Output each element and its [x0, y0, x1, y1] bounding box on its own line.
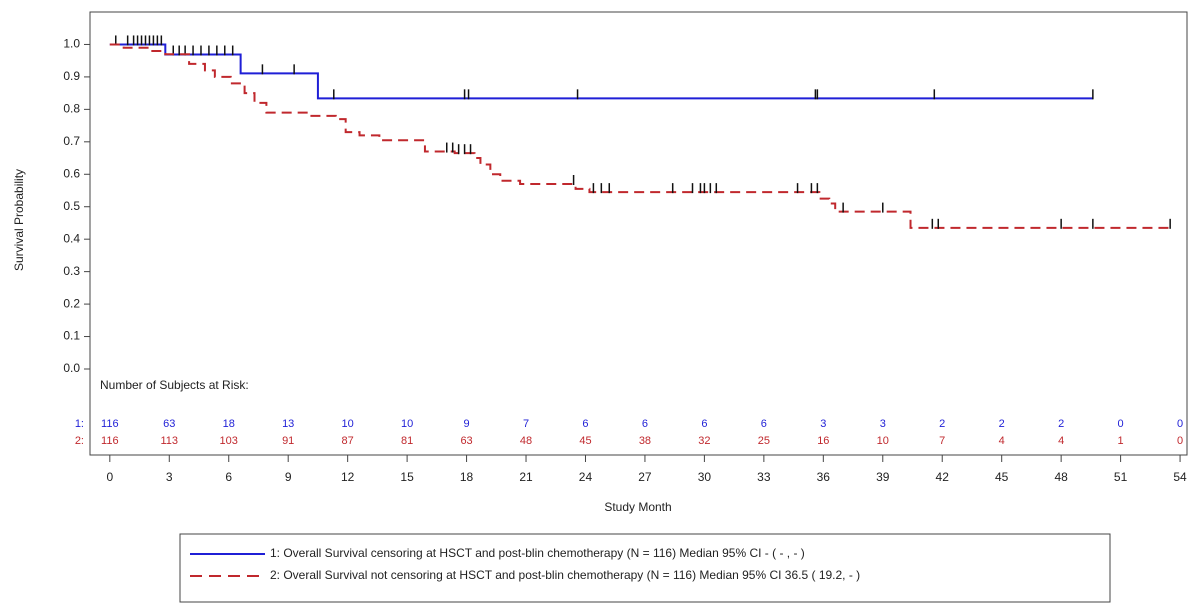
x-tick-label: 36 [817, 470, 831, 484]
risk-value: 3 [820, 418, 826, 430]
y-tick-label: 0.4 [63, 231, 80, 245]
y-tick-label: 0.8 [63, 102, 80, 116]
risk-value: 10 [401, 418, 413, 430]
y-axis-label: Survival Probability [12, 169, 26, 271]
risk-value: 2 [939, 418, 945, 430]
risk-value: 45 [579, 435, 591, 447]
risk-value: 63 [460, 435, 472, 447]
x-tick-label: 48 [1054, 470, 1068, 484]
survival-curve [109, 43, 1093, 100]
risk-value: 7 [939, 435, 945, 447]
legend-label: 2: Overall Survival not censoring at HSC… [270, 568, 860, 582]
plot-frame [89, 11, 1188, 456]
x-tick-label: 18 [460, 470, 474, 484]
risk-value: 10 [877, 435, 889, 447]
risk-row-label: 1: [75, 418, 84, 430]
x-tick-label: 54 [1173, 470, 1187, 484]
risk-value: 0 [1177, 418, 1183, 430]
x-tick-label: 27 [638, 470, 652, 484]
risk-value: 48 [520, 435, 532, 447]
x-tick-label: 21 [519, 470, 533, 484]
y-tick-label: 0.5 [63, 199, 80, 213]
risk-value: 6 [761, 418, 767, 430]
risk-value: 18 [223, 418, 235, 430]
risk-value: 2 [999, 418, 1005, 430]
y-tick-label: 0.1 [63, 329, 80, 343]
x-tick-label: 6 [225, 470, 232, 484]
risk-row-label: 2: [75, 435, 84, 447]
risk-value: 10 [342, 418, 354, 430]
risk-value: 32 [698, 435, 710, 447]
risk-value: 113 [161, 435, 179, 447]
risk-value: 91 [282, 435, 294, 447]
risk-value: 13 [282, 418, 294, 430]
y-tick-label: 0.2 [63, 296, 80, 310]
risk-value: 4 [999, 435, 1005, 447]
x-tick-label: 39 [876, 470, 890, 484]
risk-value: 116 [101, 418, 119, 430]
risk-value: 6 [582, 418, 588, 430]
risk-value: 103 [220, 435, 238, 447]
risk-table-title: Number of Subjects at Risk: [100, 378, 249, 392]
risk-value: 0 [1118, 418, 1124, 430]
x-tick-label: 42 [936, 470, 950, 484]
risk-value: 38 [639, 435, 651, 447]
risk-value: 81 [401, 435, 413, 447]
x-tick-label: 3 [166, 470, 173, 484]
x-tick-label: 9 [285, 470, 292, 484]
risk-value: 6 [701, 418, 707, 430]
legend [179, 533, 1111, 603]
risk-value: 6 [642, 418, 648, 430]
x-tick-label: 51 [1114, 470, 1128, 484]
risk-value: 3 [880, 418, 886, 430]
x-tick-label: 15 [400, 470, 414, 484]
y-tick-label: 0.0 [63, 361, 80, 375]
x-tick-label: 45 [995, 470, 1009, 484]
y-tick-label: 0.3 [63, 264, 80, 278]
y-tick-label: 1.0 [63, 37, 80, 51]
x-tick-label: 33 [757, 470, 771, 484]
survival-curve [109, 43, 1171, 229]
x-tick-label: 30 [698, 470, 712, 484]
risk-value: 0 [1177, 435, 1183, 447]
risk-value: 2 [1058, 418, 1064, 430]
risk-value: 16 [817, 435, 829, 447]
risk-value: 25 [758, 435, 770, 447]
risk-value: 1 [1118, 435, 1124, 447]
risk-value: 63 [163, 418, 175, 430]
x-axis-label: Study Month [604, 500, 671, 514]
x-tick-label: 12 [341, 470, 355, 484]
risk-value: 9 [464, 418, 470, 430]
y-tick-label: 0.7 [63, 134, 80, 148]
risk-value: 7 [523, 418, 529, 430]
risk-value: 116 [101, 435, 119, 447]
x-tick-label: 24 [579, 470, 593, 484]
y-tick-label: 0.6 [63, 166, 80, 180]
legend-label: 1: Overall Survival censoring at HSCT an… [270, 546, 805, 560]
risk-value: 87 [342, 435, 354, 447]
y-tick-label: 0.9 [63, 69, 80, 83]
risk-value: 4 [1058, 435, 1064, 447]
x-tick-label: 0 [106, 470, 113, 484]
